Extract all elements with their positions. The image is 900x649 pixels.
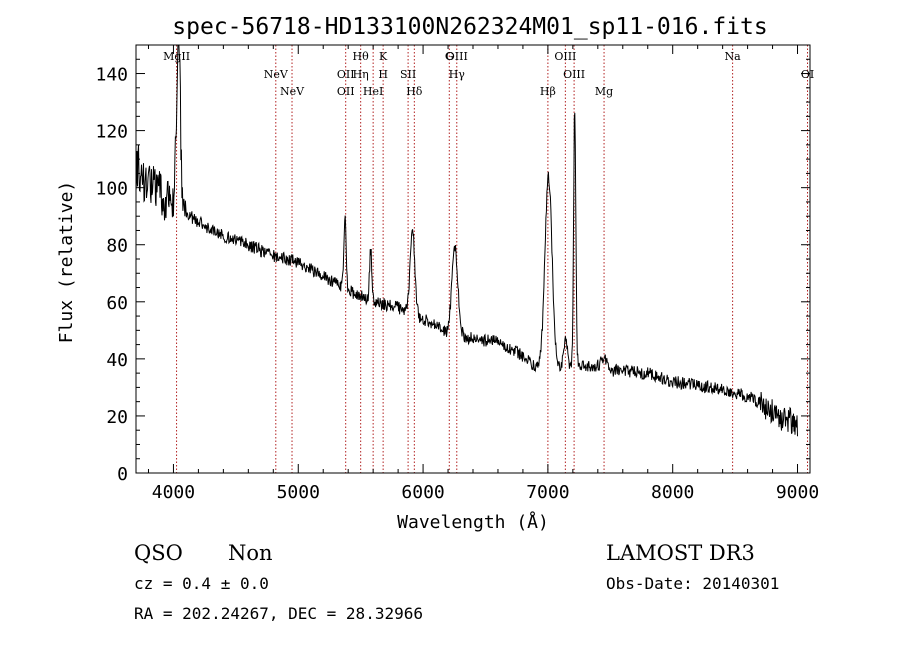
survey-name: LAMOST DR3 [606, 541, 755, 565]
y-tick-label: 60 [106, 293, 128, 314]
spectral-line-label: Hη [353, 68, 369, 81]
redshift-cz: cz = 0.4 ± 0.0 [134, 574, 269, 593]
observation-date: Obs-Date: 20140301 [606, 574, 779, 593]
spectral-line-label: OII [337, 68, 355, 81]
y-tick-label: 0 [117, 464, 128, 485]
spectral-line-label: Hθ [353, 50, 370, 63]
chart-title: spec-56718-HD133100N262324M01_sp11-016.f… [172, 14, 767, 40]
spectral-line-label: NeV [280, 85, 305, 98]
object-subclass: Non [228, 541, 273, 565]
spectral-line-markers [176, 45, 809, 473]
spectral-line-label: Mg [595, 85, 613, 98]
spectral-line-label: K [379, 50, 388, 63]
x-tick-label: 7000 [526, 482, 569, 503]
y-tick-label: 80 [106, 236, 128, 257]
spectral-line-label: Hγ [449, 68, 466, 81]
x-tick-label: 6000 [401, 482, 444, 503]
x-tick-label: 8000 [651, 482, 694, 503]
spectral-line-label: OI [801, 68, 814, 81]
spectral-line-label: H [378, 68, 388, 81]
flux-series-line [135, 44, 798, 437]
plot-frame [135, 44, 811, 474]
x-tick-label: 5000 [277, 482, 320, 503]
y-tick-label: 120 [95, 122, 128, 143]
object-class: QSO [134, 541, 183, 565]
spectral-line-label: MgII [163, 50, 190, 63]
x-tick-label: 4000 [152, 482, 195, 503]
spectral-line-label: Hβ [540, 85, 556, 98]
spectral-line-label: HeI [363, 85, 383, 98]
spectral-line-label: SII [400, 68, 416, 81]
y-tick-label: 100 [95, 179, 128, 200]
ra-dec-coordinates: RA = 202.24267, DEC = 28.32966 [134, 604, 423, 623]
y-tick-label: 20 [106, 407, 128, 428]
spectral-line-label: NeV [264, 68, 289, 81]
spectral-line-label: G [445, 50, 454, 63]
spectral-line-label: Na [725, 50, 742, 63]
y-tick-label: 140 [95, 65, 128, 86]
spectral-line-label: OIII [554, 50, 576, 63]
spectral-line-label: OIII [446, 50, 468, 63]
x-axis-label: Wavelength (Å) [397, 511, 549, 533]
spectral-line-label: OII [337, 85, 355, 98]
x-tick-label: 9000 [776, 482, 819, 503]
y-axis-label: Flux (relative) [56, 181, 77, 344]
y-tick-label: 40 [106, 350, 128, 371]
spectral-line-label: OIII [563, 68, 585, 81]
y-axis-ticks: 0 20 40 60 80 100 120 140 [95, 58, 810, 485]
spectral-line-label: Hδ [406, 85, 423, 98]
x-axis-ticks: 4000 5000 6000 7000 8000 9000 [147, 45, 819, 503]
